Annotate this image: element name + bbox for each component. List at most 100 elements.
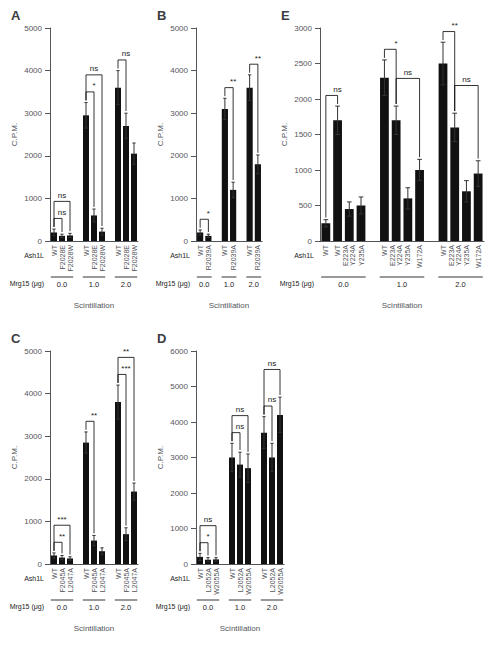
svg-text:WT: WT — [261, 567, 268, 579]
svg-text:W2055A: W2055A — [213, 568, 220, 595]
svg-text:F2028E: F2028E — [123, 245, 130, 270]
svg-text:0.0: 0.0 — [57, 280, 67, 289]
svg-text:Ash1L: Ash1L — [24, 575, 44, 582]
svg-text:1.0: 1.0 — [224, 280, 234, 289]
svg-text:0: 0 — [38, 237, 43, 246]
svg-text:R2039A: R2039A — [254, 245, 261, 271]
svg-text:4000: 4000 — [24, 389, 42, 398]
svg-text:WT: WT — [115, 244, 122, 256]
svg-text:Mrg15 (μg): Mrg15 (μg) — [156, 280, 190, 288]
svg-text:A: A — [11, 8, 21, 23]
svg-text:ns: ns — [90, 64, 98, 73]
svg-text:F2028W: F2028W — [67, 245, 74, 272]
svg-text:*: * — [206, 532, 209, 541]
svg-text:Scintillation: Scintillation — [209, 301, 249, 310]
svg-text:1000: 1000 — [170, 194, 188, 203]
svg-text:0.0: 0.0 — [338, 280, 348, 289]
svg-text:Scintillation: Scintillation — [220, 624, 260, 633]
svg-text:2000: 2000 — [24, 474, 42, 483]
svg-text:1.0: 1.0 — [89, 603, 99, 612]
svg-text:WT: WT — [381, 244, 388, 256]
svg-text:WT: WT — [322, 244, 329, 256]
svg-text:**: ** — [59, 532, 65, 541]
svg-text:0: 0 — [184, 560, 189, 569]
svg-text:2000: 2000 — [294, 95, 312, 104]
svg-text:2000: 2000 — [170, 489, 188, 498]
svg-text:**: ** — [255, 54, 261, 63]
svg-text:L2047A: L2047A — [99, 568, 106, 592]
svg-text:4000: 4000 — [170, 418, 188, 427]
svg-text:ns: ns — [204, 515, 212, 524]
svg-text:3000: 3000 — [24, 109, 42, 118]
svg-text:L2047A: L2047A — [131, 568, 138, 592]
svg-text:1.0: 1.0 — [89, 280, 99, 289]
svg-text:ns: ns — [236, 422, 244, 431]
svg-text:**: ** — [91, 411, 97, 420]
svg-text:2.0: 2.0 — [249, 280, 259, 289]
svg-text:0: 0 — [184, 237, 189, 246]
svg-text:1.0: 1.0 — [397, 280, 407, 289]
svg-text:5000: 5000 — [170, 382, 188, 391]
svg-text:***: *** — [121, 364, 130, 373]
svg-text:0: 0 — [38, 560, 43, 569]
svg-text:Mrg15 (μg): Mrg15 (μg) — [10, 603, 44, 611]
svg-text:W172A: W172A — [475, 245, 482, 268]
svg-text:Y235A: Y235A — [463, 245, 470, 266]
svg-text:L2052A: L2052A — [269, 568, 276, 592]
svg-text:Scintillation: Scintillation — [74, 624, 114, 633]
svg-text:WT: WT — [115, 567, 122, 579]
svg-text:F2028E: F2028E — [91, 245, 98, 270]
svg-text:W2055A: W2055A — [245, 568, 252, 595]
svg-text:F2028E: F2028E — [59, 245, 66, 270]
svg-text:WT: WT — [197, 567, 204, 579]
svg-text:D: D — [157, 331, 166, 346]
svg-text:1500: 1500 — [294, 130, 312, 139]
svg-text:3000: 3000 — [170, 453, 188, 462]
svg-text:3000: 3000 — [170, 109, 188, 118]
svg-text:*: * — [395, 39, 398, 48]
svg-text:Scintillation: Scintillation — [382, 301, 422, 310]
svg-text:F2045A: F2045A — [91, 568, 98, 593]
svg-text:1000: 1000 — [24, 517, 42, 526]
svg-text:Mrg15 (μg): Mrg15 (μg) — [10, 280, 44, 288]
svg-text:C.P.M.: C.P.M. — [156, 123, 165, 146]
svg-text:B: B — [157, 8, 166, 23]
svg-text:WT: WT — [221, 244, 228, 256]
svg-text:1.0: 1.0 — [235, 603, 245, 612]
svg-text:**: ** — [452, 21, 458, 30]
svg-text:E223A: E223A — [342, 245, 349, 266]
svg-text:F2028W: F2028W — [131, 245, 138, 272]
svg-text:E223A: E223A — [389, 245, 396, 266]
svg-text:W2055A: W2055A — [277, 568, 284, 595]
svg-text:W172A: W172A — [416, 245, 423, 268]
svg-text:WT: WT — [197, 244, 204, 256]
svg-text:*: * — [207, 209, 210, 218]
svg-text:ns: ns — [333, 85, 341, 94]
svg-text:C.P.M.: C.P.M. — [10, 446, 19, 469]
svg-text:L2052A: L2052A — [237, 568, 244, 592]
svg-text:WT: WT — [83, 567, 90, 579]
svg-text:ns: ns — [268, 395, 276, 404]
svg-text:ns: ns — [236, 405, 244, 414]
svg-text:ns: ns — [58, 208, 66, 217]
svg-text:R2039A: R2039A — [230, 245, 237, 271]
svg-text:ns: ns — [404, 68, 412, 77]
svg-text:0: 0 — [308, 237, 313, 246]
svg-text:1000: 1000 — [170, 524, 188, 533]
svg-text:5000: 5000 — [24, 24, 42, 33]
svg-text:ns: ns — [462, 75, 470, 84]
svg-text:2000: 2000 — [24, 151, 42, 160]
svg-text:L2047A: L2047A — [67, 568, 74, 592]
svg-text:2000: 2000 — [170, 151, 188, 160]
svg-text:**: ** — [123, 347, 129, 356]
svg-text:3000: 3000 — [24, 432, 42, 441]
svg-text:*: * — [92, 81, 95, 90]
svg-text:0.0: 0.0 — [199, 280, 209, 289]
svg-text:ns: ns — [268, 359, 276, 368]
svg-text:R2039A: R2039A — [205, 245, 212, 271]
svg-text:2.0: 2.0 — [455, 280, 465, 289]
svg-text:C.P.M.: C.P.M. — [10, 123, 19, 146]
svg-text:Ash1L: Ash1L — [24, 252, 44, 259]
svg-text:L2052A: L2052A — [205, 568, 212, 592]
svg-text:F2045A: F2045A — [123, 568, 130, 593]
